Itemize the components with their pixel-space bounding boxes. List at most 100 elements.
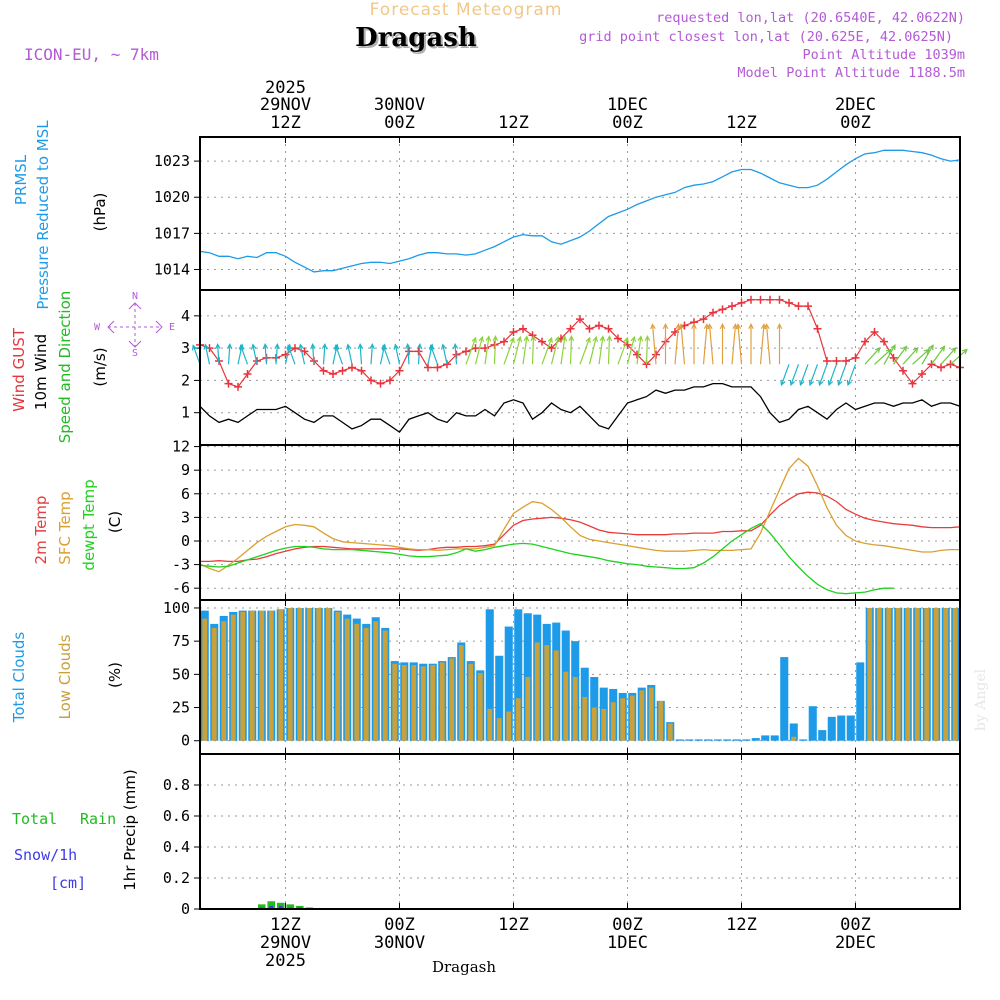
wind-direction-arrow [737, 324, 743, 365]
low-cloud-bar [496, 718, 502, 741]
wind-direction-arrow [275, 344, 278, 365]
low-cloud-bar [601, 708, 607, 741]
wind-direction-arrow [790, 364, 800, 386]
wind-direction-arrow [636, 336, 642, 365]
temp-unit: (C) [106, 511, 124, 533]
wind-direction-arrow [912, 349, 930, 365]
snow-bar [269, 905, 274, 909]
total-cloud-bar [495, 655, 504, 741]
compass-rose: N S W E [94, 291, 175, 359]
gust-point [471, 344, 480, 353]
gust-point [785, 298, 793, 307]
wind-direction-arrow [731, 324, 737, 365]
gust-point [899, 366, 907, 375]
gust-point [775, 295, 784, 304]
wind-direction-arrowhead [735, 323, 742, 330]
gust-point [794, 302, 803, 311]
low-cloud-bar [534, 642, 540, 741]
low-cloud-bar [933, 607, 939, 741]
low-cloud-bar [316, 607, 322, 741]
wind-direction-arrowhead [393, 343, 399, 350]
wind10-label: 10m Wind [32, 334, 50, 410]
low-cloud-bar [477, 673, 483, 741]
winddir-label: Speed and Direction [56, 291, 74, 444]
wind-direction-arrow [240, 345, 249, 365]
wind-direction-arrowhead [923, 348, 930, 355]
temp2m-line [200, 491, 961, 563]
gust-point [927, 360, 936, 369]
bottom-date-label: 30NOV [374, 933, 425, 953]
low-clouds-label: Low Clouds [56, 634, 74, 719]
low-cloud-bar [658, 700, 664, 741]
wind-direction-arrow [765, 324, 771, 365]
wind-direction-arrow [484, 336, 490, 365]
low-cloud-bar [515, 698, 521, 741]
ytick-label: 2 [181, 371, 190, 389]
top-year-label: 2025 [265, 78, 306, 98]
sfc-temp-line [199, 457, 960, 573]
gust-point [585, 324, 594, 333]
pressure-panel: 1014 1017 1020 1023 [154, 136, 961, 291]
snow-label: Snow/1h [14, 846, 77, 864]
wind-direction-arrowhead [429, 344, 435, 351]
ytick-label: -3 [172, 556, 190, 574]
grid-location: grid point closest lon,lat (20.625E, 42.… [579, 29, 953, 45]
wind-direction-arrowhead [321, 343, 328, 350]
low-cloud-bar [344, 618, 350, 741]
wind-direction-arrow [359, 344, 363, 365]
wind-direction-arrowhead [837, 379, 843, 387]
total-cloud-bar [827, 716, 836, 741]
pressure-panel-labels: PRMSL Pressure Reduced to MSL (hPa) [12, 120, 109, 310]
top-date-label: 2DEC [835, 95, 876, 115]
wind-direction-arrow [837, 364, 847, 386]
wind-direction-arrow [799, 364, 809, 386]
gust-point [243, 369, 252, 378]
low-cloud-bar [325, 607, 331, 741]
wind-direction-arrowhead [599, 335, 606, 342]
total-cloud-bar [761, 735, 770, 741]
wind-direction-arrowhead [523, 335, 530, 342]
top-hour-label: 00Z [384, 113, 415, 133]
wind-direction-arrow [541, 337, 553, 365]
low-cloud-bar [886, 607, 892, 741]
gust-point [509, 327, 518, 336]
low-cloud-bar [952, 607, 958, 741]
low-cloud-bar [506, 711, 512, 741]
wind-direction-arrowhead [478, 335, 484, 343]
wind-direction-arrowhead [215, 343, 221, 350]
gust-point [538, 337, 546, 346]
wind-direction-arrowhead [650, 323, 656, 330]
wind-direction-arrowhead [381, 344, 388, 351]
wind-direction-arrowhead [485, 335, 492, 342]
total-label: Total [12, 810, 57, 828]
low-cloud-bar [639, 690, 645, 741]
top-hour-label: 00Z [840, 113, 871, 133]
wind-direction-arrow [674, 324, 680, 365]
wind-direction-arrow [531, 336, 535, 365]
low-cloud-bar [563, 671, 569, 741]
wind-unit: (m/s) [91, 347, 109, 386]
low-cloud-bar [401, 665, 407, 741]
gust-point [547, 344, 556, 353]
gust-point [908, 379, 917, 388]
gust-point [405, 347, 413, 356]
gust-label: Wind GUST [10, 327, 28, 412]
low-cloud-bar [895, 607, 901, 741]
bottom-hour-label: 12Z [270, 915, 301, 935]
cloud-panel-labels: Total Clouds Low Clouds (%) [10, 632, 124, 724]
gust-point [376, 379, 385, 388]
gust-point [861, 337, 869, 346]
gust-point [813, 324, 822, 333]
wind-direction-arrow [607, 336, 611, 365]
wind-direction-arrow [680, 324, 686, 365]
gust-point [424, 363, 432, 372]
wind-direction-arrowhead [912, 346, 919, 353]
ytick-label: 0 [181, 732, 190, 750]
total-cloud-bar [799, 739, 808, 741]
wind-direction-arrow [902, 347, 919, 365]
ytick-label: 50 [172, 665, 190, 683]
model-label: ICON-EU, ~ 7km [24, 45, 159, 64]
wind-direction-arrowhead [623, 336, 629, 343]
gust-point [386, 376, 394, 385]
wind-direction-arrowhead [606, 334, 613, 342]
